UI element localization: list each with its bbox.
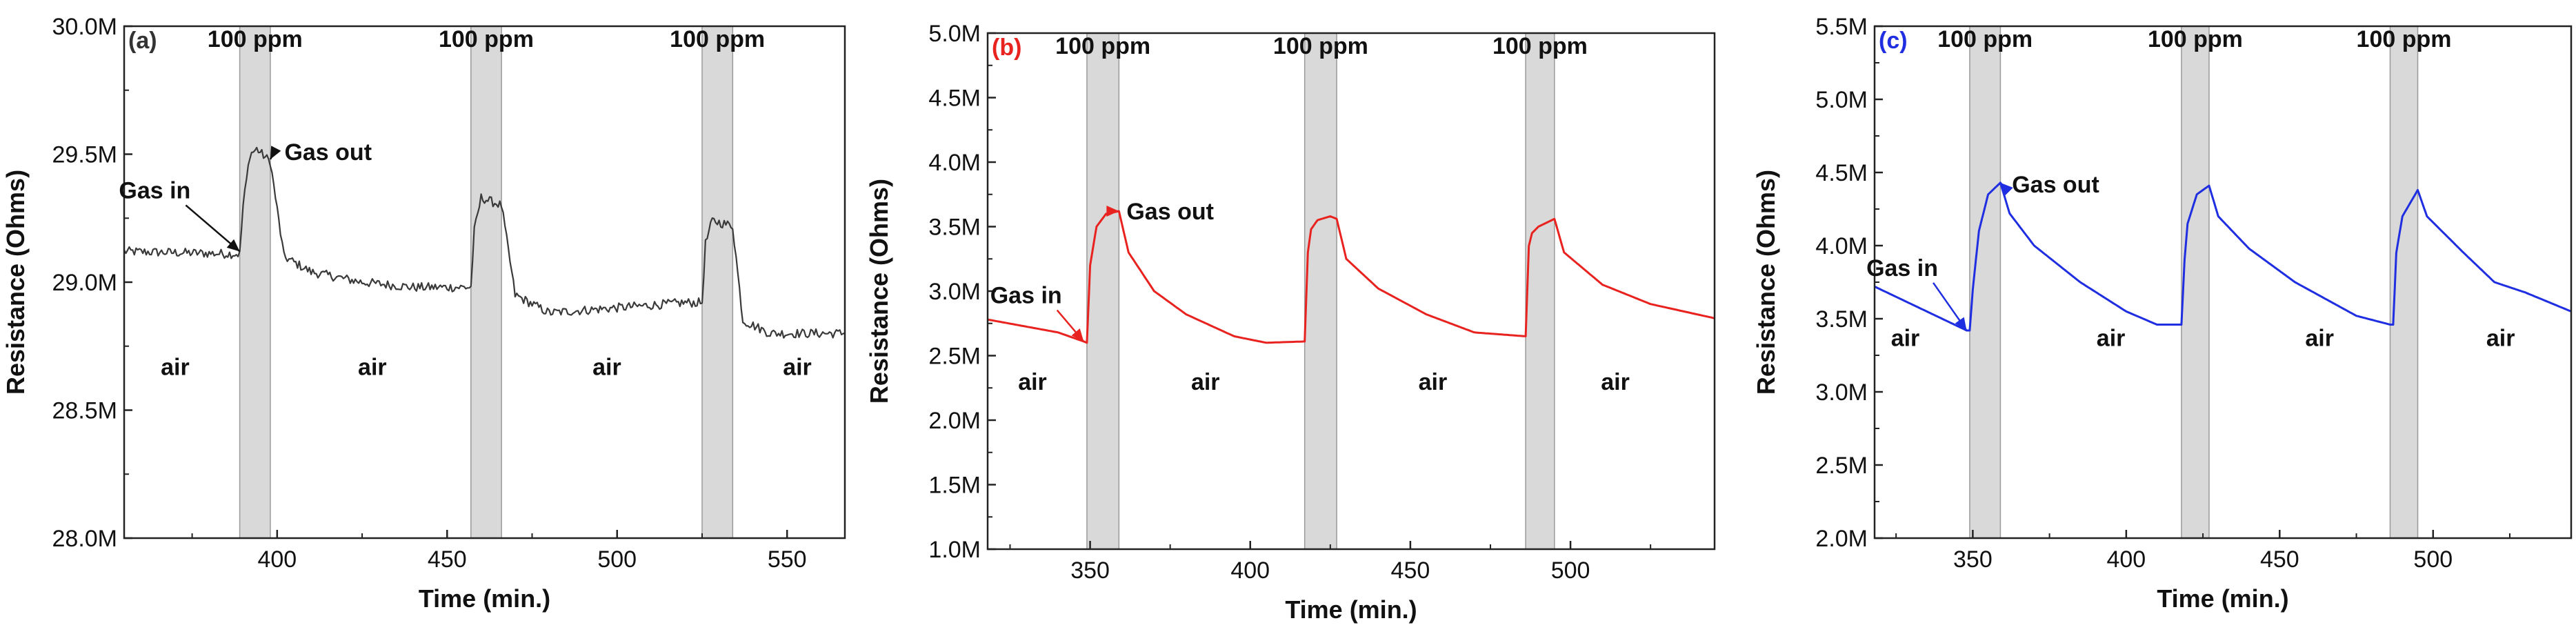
exposure-band (470, 26, 502, 539)
air-region-label: air (2486, 326, 2515, 352)
x-tick-label: 400 (1230, 557, 1270, 584)
air-region-label: air (1891, 326, 1920, 352)
y-axis-title: Resistance (Ohms) (1, 170, 30, 395)
x-tick-label: 450 (1391, 557, 1430, 584)
x-tick-label: 350 (1953, 546, 1993, 573)
annotation-arrow-head (1071, 328, 1084, 342)
band-label: 100 ppm (208, 26, 303, 52)
exposure-band (1304, 32, 1337, 550)
y-axis-title: Resistance (Ohms) (1752, 170, 1780, 395)
y-tick-label: 5.0M (928, 21, 981, 47)
y-tick-label: 5.0M (1815, 87, 1868, 113)
exposure-band (1525, 32, 1555, 550)
band-label: 100 ppm (2357, 26, 2452, 52)
y-tick-label: 1.5M (928, 473, 981, 499)
x-axis-title: Time (min.) (419, 584, 550, 613)
annotation-arrow-head (270, 146, 281, 159)
exposure-band (1969, 26, 2001, 539)
y-tick-label: 4.5M (928, 86, 981, 112)
panel-c: 100 ppm 100 ppm 100 ppm 2.0M 2.5M 3.0M 3.5M 4.0… (1752, 14, 2573, 613)
exposure-band (1086, 32, 1120, 550)
exposure-band (701, 26, 734, 539)
annotation-text: Gas in (1866, 255, 1938, 281)
x-tick-label: 550 (768, 546, 807, 573)
data-series-line (1874, 181, 2572, 332)
panel-label: (b) (992, 34, 1021, 61)
band-label: 100 ppm (2148, 26, 2243, 52)
band-label: 100 ppm (670, 26, 765, 52)
annotation-arrow-head (2000, 182, 2013, 196)
air-region-label: air (1191, 369, 1220, 395)
x-tick-label: 450 (2260, 546, 2299, 573)
y-tick-label: 2.5M (928, 344, 981, 370)
y-tick-label: 4.0M (928, 150, 981, 176)
y-tick-label: 1.0M (928, 537, 981, 563)
air-region-label: air (161, 354, 190, 380)
annotation-arrow-head (1955, 317, 1967, 330)
x-axis-title: Time (min.) (1285, 595, 1417, 624)
panel-a: 100 ppm 100 ppm 100 ppm 28.0M 28.5M 29.0M 29.5… (1, 14, 846, 613)
y-tick-label: 2.0M (928, 408, 981, 434)
x-tick-label: 450 (428, 546, 467, 573)
exposure-band (239, 26, 271, 539)
y-tick-label: 3.0M (1815, 379, 1868, 406)
air-region-label: air (1419, 369, 1448, 395)
x-tick-label: 350 (1070, 557, 1110, 584)
air-region-label: air (592, 354, 621, 380)
y-tick-label: 30.0M (52, 14, 118, 40)
band-label: 100 ppm (1055, 33, 1150, 59)
y-tick-label: 28.0M (52, 526, 118, 552)
y-tick-label: 28.5M (52, 398, 118, 424)
annotation-text: Gas in (119, 177, 190, 204)
annotation-text: Gas out (2012, 172, 2099, 198)
panel-label: (a) (128, 28, 157, 54)
air-region-label: air (2305, 326, 2334, 352)
x-tick-label: 500 (2413, 546, 2453, 573)
annotation-arrow-head (226, 239, 240, 252)
annotation-text: Gas out (284, 139, 372, 166)
data-series-line (123, 146, 846, 339)
x-tick-label: 400 (257, 546, 297, 573)
annotation-arrow-head (1106, 206, 1119, 217)
y-tick-label: 29.0M (52, 270, 118, 296)
y-tick-label: 3.5M (1815, 306, 1868, 333)
annotation-text: Gas in (990, 283, 1062, 309)
y-axis-title: Resistance (Ohms) (865, 179, 893, 404)
air-region-label: air (1601, 369, 1630, 395)
exposure-band (2181, 26, 2210, 539)
air-region-label: air (783, 354, 812, 380)
panel-label: (c) (1879, 28, 1908, 54)
y-tick-label: 29.5M (52, 142, 118, 168)
air-region-label: air (2097, 326, 2126, 352)
band-label: 100 ppm (439, 26, 534, 52)
x-tick-label: 500 (1551, 557, 1590, 584)
y-tick-label: 3.0M (928, 279, 981, 305)
y-tick-label: 2.5M (1815, 453, 1868, 479)
annotation-text: Gas out (1126, 199, 1214, 225)
y-tick-label: 4.0M (1815, 233, 1868, 259)
y-tick-label: 3.5M (928, 215, 981, 241)
band-label: 100 ppm (1937, 26, 2033, 52)
x-tick-label: 500 (597, 546, 637, 573)
y-tick-label: 2.0M (1815, 526, 1868, 552)
y-tick-label: 5.5M (1815, 14, 1868, 40)
panel-b: 100 ppm 100 ppm 100 ppm 1.0M 1.5M 2.0M 2.5M 3.0… (865, 21, 1716, 624)
band-label: 100 ppm (1492, 33, 1588, 59)
x-tick-label: 400 (2106, 546, 2146, 573)
band-label: 100 ppm (1273, 33, 1368, 59)
air-region-label: air (1018, 369, 1047, 395)
y-tick-label: 4.5M (1815, 160, 1868, 186)
air-region-label: air (358, 354, 387, 380)
x-axis-title: Time (min.) (2157, 584, 2288, 613)
